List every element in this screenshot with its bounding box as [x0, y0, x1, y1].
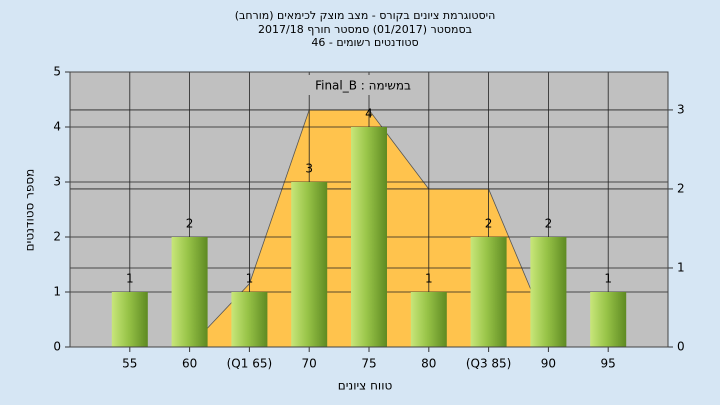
data-label: 2: [485, 217, 493, 231]
y-tick-label: 2: [53, 230, 61, 244]
x-tick-label: 75: [361, 357, 376, 371]
x-axis-label: טווח ציונים: [338, 379, 393, 393]
x-tick-label: (Q3 85): [466, 357, 512, 371]
data-label: 1: [604, 272, 612, 286]
data-label: 1: [246, 272, 254, 286]
chart-subtitle: בסמסטר (01/2017) סמסטר חורף 2017/18: [258, 23, 472, 36]
chart-subtitle: 46 - סטודנטים רשומים: [311, 36, 418, 49]
x-tick-label: 80: [421, 357, 436, 371]
x-tick-label: 70: [302, 357, 317, 371]
y-tick-label: 5: [53, 65, 61, 79]
bar: [171, 237, 208, 347]
y2-tick-label: 1: [677, 260, 685, 274]
data-label: 2: [186, 217, 194, 231]
plot-border: [69, 71, 669, 348]
x-tick-label: 90: [541, 357, 556, 371]
y-axis-label: מספר סטודנטים: [23, 169, 37, 252]
bar: [410, 292, 447, 347]
annotation: Final_B : במשימה: [315, 79, 411, 93]
data-label: 2: [545, 217, 553, 231]
y-tick-label: 4: [53, 120, 61, 134]
x-tick-label: 55: [122, 357, 137, 371]
y2-tick-label: 2: [677, 181, 685, 195]
bar: [470, 237, 507, 347]
bar: [291, 182, 328, 347]
y-tick-label: 3: [53, 175, 61, 189]
y2-tick-label: 0: [677, 340, 685, 354]
bar: [530, 237, 567, 347]
data-label: 1: [126, 272, 134, 286]
y-tick-label: 0: [53, 340, 61, 354]
x-tick-label: (Q1 65): [227, 357, 273, 371]
bar: [351, 127, 387, 347]
x-tick-label: 60: [182, 357, 197, 371]
bar: [231, 292, 268, 347]
data-label: 1: [425, 272, 433, 286]
x-tick-label: 95: [601, 357, 616, 371]
y-tick-label: 1: [53, 285, 61, 299]
bar: [111, 292, 148, 347]
data-label: 3: [305, 162, 313, 176]
annotation-box: [305, 75, 421, 95]
bar: [590, 292, 627, 347]
chart-title: (היסטוגרמת ציונים בקורס - מצב מוצק לכימא…: [235, 9, 496, 22]
y2-tick-label: 3: [677, 102, 685, 116]
data-label: 4: [365, 107, 373, 121]
